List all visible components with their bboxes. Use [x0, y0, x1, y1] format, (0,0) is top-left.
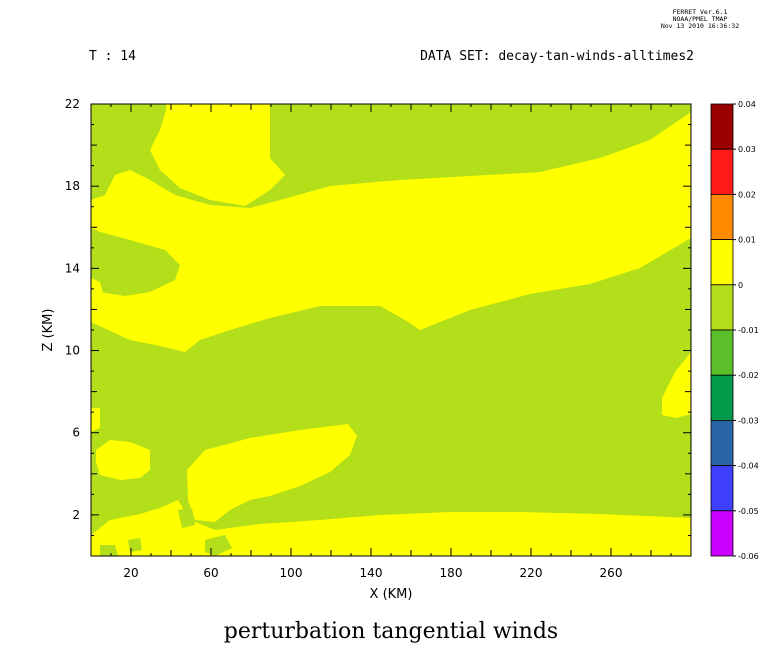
y-tick-label: 10 — [65, 344, 80, 358]
y-tick-label: 6 — [72, 426, 80, 440]
colorbar-label: 0 — [738, 281, 743, 290]
colorbar-swatch — [710, 510, 734, 557]
region-left-lower — [91, 408, 100, 432]
x-axis: 20 60 100 140 180 220 260 — [90, 104, 692, 580]
region-bottom-band — [91, 500, 691, 556]
colorbar-label: -0.01 — [738, 326, 759, 335]
x-tick-label: 20 — [123, 566, 138, 580]
ferret-line-1: FERRET Ver.6.1 — [673, 8, 728, 16]
region-mid-lobe — [187, 424, 357, 522]
colorbar-swatch — [710, 419, 734, 466]
region-left-blob — [96, 440, 150, 480]
x-tick-label: 220 — [520, 566, 543, 580]
y-tick-label: 22 — [65, 97, 80, 111]
colorbar-label: 0.01 — [738, 236, 756, 245]
region-upper-band — [91, 112, 691, 352]
colorbar-swatch — [710, 103, 734, 150]
plot-area — [91, 104, 691, 556]
colorbar-label: -0.04 — [738, 462, 759, 471]
colorbar: 0.04 0.03 0.02 0.01 0 -0.01 -0.02 -0.03 -0.04 -0.… — [710, 100, 759, 561]
region-bottom-left-spots — [100, 508, 232, 556]
x-tick-label: 100 — [280, 566, 303, 580]
colorbar-label: 0.02 — [738, 190, 756, 199]
y-tick-label: 14 — [65, 261, 80, 275]
x-tick-label: 60 — [203, 566, 218, 580]
colorbar-label: 0.04 — [738, 100, 756, 109]
x-tick-label: 180 — [440, 566, 463, 580]
y-tick-label: 2 — [72, 508, 80, 522]
colorbar-label: -0.06 — [738, 552, 759, 561]
colorbar-swatch — [710, 148, 734, 195]
ferret-line-3: Nov 13 2010 16:36:32 — [661, 22, 739, 30]
chart-title: perturbation tangential winds — [224, 619, 558, 644]
colorbar-swatch — [710, 284, 734, 331]
y-axis: 2 6 10 14 18 22 — [65, 97, 691, 557]
time-label: T : 14 — [89, 49, 136, 64]
ferret-stamp: FERRET Ver.6.1 NOAA/PMEL TMAP Nov 13 201… — [661, 8, 739, 30]
ferret-line-2: NOAA/PMEL TMAP — [673, 15, 728, 23]
y-tick-label: 18 — [65, 179, 80, 193]
colorbar-swatch — [710, 329, 734, 376]
colorbar-swatch — [710, 374, 734, 421]
colorbar-swatch — [710, 239, 734, 286]
region-right-lobe — [662, 352, 691, 418]
dataset-label: DATA SET: decay-tan-winds-alltimes2 — [420, 49, 694, 64]
region-top-strip — [150, 104, 285, 206]
x-tick-label: 260 — [600, 566, 623, 580]
x-axis-label: X (KM) — [370, 587, 413, 602]
y-axis-label: Z (KM) — [41, 309, 56, 352]
colorbar-label: -0.03 — [738, 416, 759, 425]
colorbar-label: -0.05 — [738, 507, 759, 516]
colorbar-label: -0.02 — [738, 371, 759, 380]
x-tick-label: 140 — [360, 566, 383, 580]
colorbar-swatch — [710, 465, 734, 512]
colorbar-label: 0.03 — [738, 145, 756, 154]
colorbar-swatch — [710, 193, 734, 240]
